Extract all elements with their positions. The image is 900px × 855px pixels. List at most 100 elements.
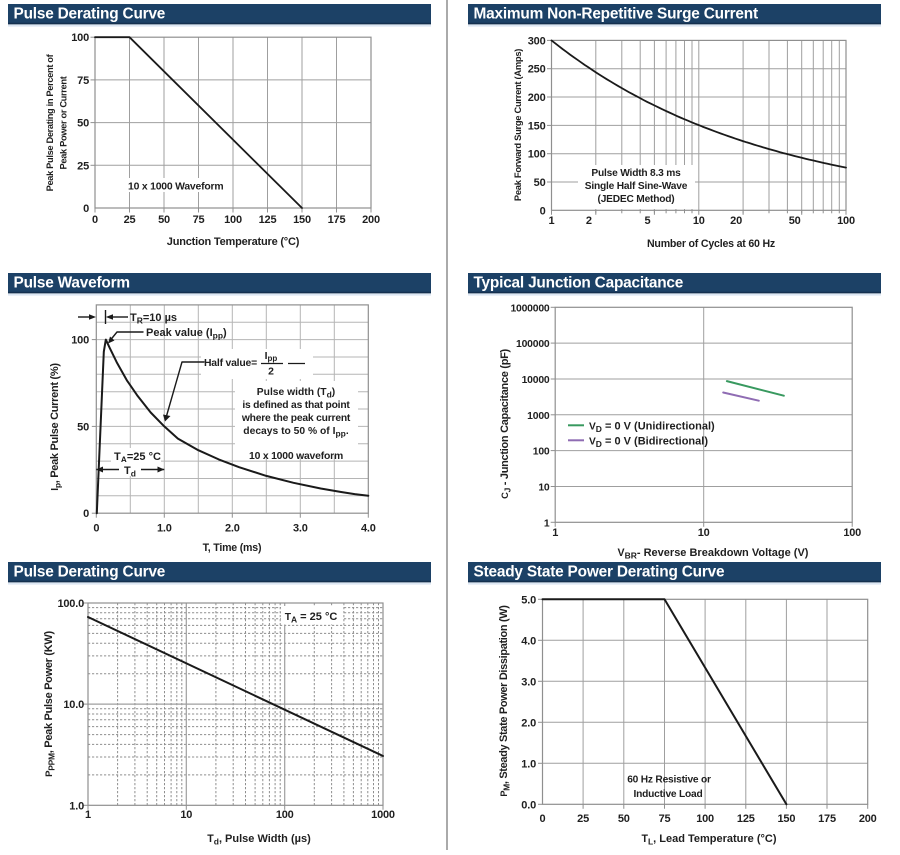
svg-text:1000: 1000 <box>527 411 550 422</box>
svg-text:VD = 0 V (Bidirectional): VD = 0 V (Bidirectional) <box>589 436 708 450</box>
svg-text:200: 200 <box>859 813 877 825</box>
svg-text:Single Half Sine-Wave: Single Half Sine-Wave <box>585 181 688 192</box>
svg-text:Peak Power or Current: Peak Power or Current <box>59 76 69 169</box>
svg-text:50: 50 <box>534 177 546 189</box>
svg-text:Ipp: Ipp <box>265 351 278 363</box>
svg-text:T, Time (ms): T, Time (ms) <box>203 542 262 554</box>
svg-text:1000000: 1000000 <box>510 303 549 314</box>
svg-text:100: 100 <box>71 32 89 44</box>
svg-text:200: 200 <box>362 214 380 226</box>
svg-text:10: 10 <box>180 809 192 821</box>
svg-text:150: 150 <box>778 813 796 825</box>
svg-text:150: 150 <box>528 120 546 132</box>
svg-text:Maximum Non-Repetitive Surge C: Maximum Non-Repetitive Surge Current <box>474 6 758 23</box>
svg-text:200: 200 <box>528 92 546 104</box>
svg-text:VBR- Reverse Breakdown Voltage: VBR- Reverse Breakdown Voltage (V) <box>618 547 809 561</box>
svg-text:10.0: 10.0 <box>63 699 84 711</box>
svg-text:4.0: 4.0 <box>521 635 536 647</box>
svg-text:100: 100 <box>224 214 242 226</box>
svg-text:25: 25 <box>577 813 589 825</box>
svg-text:10000: 10000 <box>522 375 550 386</box>
svg-text:Steady State Power Derating Cu: Steady State Power Derating Curve <box>474 564 725 581</box>
svg-text:1: 1 <box>85 809 91 821</box>
svg-text:175: 175 <box>328 214 346 226</box>
svg-text:Pulse width (Td): Pulse width (Td) <box>257 387 335 400</box>
svg-text:50: 50 <box>789 215 801 227</box>
svg-text:10: 10 <box>698 527 710 539</box>
svg-text:75: 75 <box>659 813 671 825</box>
svg-text:Td, Pulse Width (µs): Td, Pulse Width (µs) <box>207 833 311 847</box>
svg-text:100: 100 <box>837 215 855 227</box>
svg-text:is defined as that point: is defined as that point <box>242 400 350 411</box>
svg-text:100: 100 <box>843 527 861 539</box>
svg-text:1.0: 1.0 <box>69 800 84 812</box>
svg-text:50: 50 <box>158 214 170 226</box>
svg-text:25: 25 <box>124 214 136 226</box>
svg-text:2: 2 <box>268 367 274 378</box>
svg-text:10: 10 <box>693 215 705 227</box>
svg-text:0: 0 <box>83 203 89 215</box>
svg-text:TA = 25 °C: TA = 25 °C <box>285 611 338 625</box>
svg-text:2.0: 2.0 <box>225 523 240 535</box>
svg-text:TA=25 °C: TA=25 °C <box>114 451 161 465</box>
svg-text:Number of Cycles at 60 Hz: Number of Cycles at 60 Hz <box>647 238 775 250</box>
svg-text:25: 25 <box>77 160 89 172</box>
svg-text:125: 125 <box>737 813 755 825</box>
svg-text:100.0: 100.0 <box>57 598 84 610</box>
svg-text:VD = 0 V (Unidirectional): VD = 0 V (Unidirectional) <box>589 421 715 435</box>
svg-text:100: 100 <box>71 335 89 347</box>
svg-text:20: 20 <box>730 215 742 227</box>
svg-text:4.0: 4.0 <box>361 523 376 535</box>
svg-text:Pulse Derating Curve: Pulse Derating Curve <box>14 564 166 581</box>
svg-text:50: 50 <box>618 813 630 825</box>
svg-text:PM, Steady State Power Dissipa: PM, Steady State Power Dissipation (W) <box>498 605 512 797</box>
svg-text:Td: Td <box>124 465 136 479</box>
svg-text:50: 50 <box>77 422 89 434</box>
svg-text:Pulse Waveform: Pulse Waveform <box>14 275 130 292</box>
svg-text:1: 1 <box>549 215 555 227</box>
svg-text:175: 175 <box>818 813 836 825</box>
svg-text:60 Hz Resistive or: 60 Hz Resistive or <box>627 775 711 786</box>
svg-text:250: 250 <box>528 64 546 76</box>
svg-text:50: 50 <box>77 118 89 130</box>
svg-text:75: 75 <box>77 75 89 87</box>
svg-text:(JEDEC Method): (JEDEC Method) <box>598 194 675 205</box>
svg-text:100: 100 <box>528 149 546 161</box>
svg-text:Pulse Derating Curve: Pulse Derating Curve <box>14 6 166 23</box>
svg-text:CJ - Junction Capacitance (pF): CJ - Junction Capacitance (pF) <box>499 348 513 498</box>
svg-text:150: 150 <box>293 214 311 226</box>
svg-text:decays to 50 % of Ipp.: decays to 50 % of Ipp. <box>243 426 349 439</box>
svg-text:1.0: 1.0 <box>157 523 172 535</box>
svg-text:Half value=: Half value= <box>204 358 257 369</box>
svg-text:75: 75 <box>193 214 205 226</box>
svg-text:TL, Lead Temperature (°C): TL, Lead Temperature (°C) <box>641 833 776 847</box>
svg-text:10 x 1000 Waveform: 10 x 1000 Waveform <box>128 182 223 193</box>
svg-text:Junction Temperature (°C): Junction Temperature (°C) <box>167 236 300 248</box>
svg-text:PPPM, Peak Pulse Power (KW): PPPM, Peak Pulse Power (KW) <box>43 631 57 777</box>
svg-text:Peak value (Ipp): Peak value (Ipp) <box>146 327 227 341</box>
svg-text:1000: 1000 <box>371 809 395 821</box>
svg-text:Inductive Load: Inductive Load <box>633 789 702 800</box>
svg-text:Pulse Width 8.3 ms: Pulse Width 8.3 ms <box>591 168 681 179</box>
svg-text:1.0: 1.0 <box>521 758 536 770</box>
svg-text:1: 1 <box>552 527 558 539</box>
svg-text:where the peak current: where the peak current <box>241 413 351 424</box>
svg-text:Typical Junction Capacitance: Typical Junction Capacitance <box>474 275 684 292</box>
svg-text:0: 0 <box>540 813 546 825</box>
svg-text:Peak Forward Surge Current (Am: Peak Forward Surge Current (Amps) <box>512 49 523 201</box>
svg-text:2: 2 <box>586 215 592 227</box>
svg-text:0: 0 <box>83 508 89 520</box>
svg-text:TR=10 µs: TR=10 µs <box>130 312 177 326</box>
svg-text:Ip, Peak Pulse Current (%): Ip, Peak Pulse Current (%) <box>49 363 63 491</box>
svg-text:0: 0 <box>540 205 546 217</box>
svg-text:0.0: 0.0 <box>521 799 536 811</box>
svg-text:3.0: 3.0 <box>521 676 536 688</box>
svg-text:5: 5 <box>644 215 650 227</box>
svg-text:1: 1 <box>544 518 550 529</box>
svg-text:100000: 100000 <box>516 339 550 350</box>
svg-text:100: 100 <box>696 813 714 825</box>
svg-text:100: 100 <box>276 809 294 821</box>
svg-text:2.0: 2.0 <box>521 717 536 729</box>
svg-text:10 x 1000 waveform: 10 x 1000 waveform <box>249 451 343 462</box>
svg-text:0: 0 <box>93 523 99 535</box>
